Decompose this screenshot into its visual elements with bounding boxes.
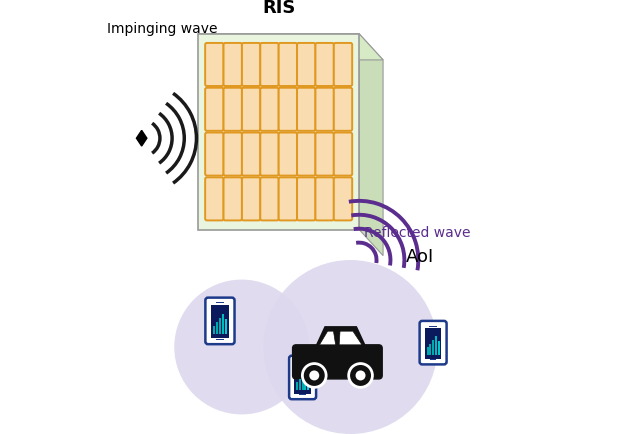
Circle shape (356, 371, 365, 381)
Bar (438, 342, 440, 355)
FancyBboxPatch shape (205, 178, 223, 221)
FancyBboxPatch shape (205, 133, 223, 176)
Bar (222, 314, 224, 334)
FancyBboxPatch shape (297, 44, 316, 87)
Bar (425, 329, 442, 359)
Polygon shape (339, 332, 362, 345)
FancyBboxPatch shape (297, 133, 316, 176)
Bar (211, 306, 229, 339)
Polygon shape (198, 35, 383, 61)
Bar (212, 326, 215, 334)
FancyBboxPatch shape (223, 44, 242, 87)
FancyBboxPatch shape (260, 133, 278, 176)
FancyBboxPatch shape (223, 89, 242, 132)
Bar (432, 340, 434, 355)
Bar (427, 348, 429, 355)
Text: AoI: AoI (406, 247, 434, 265)
FancyBboxPatch shape (223, 178, 242, 221)
Polygon shape (319, 332, 335, 345)
Bar (429, 344, 431, 355)
Circle shape (309, 371, 319, 381)
FancyBboxPatch shape (242, 178, 260, 221)
FancyBboxPatch shape (242, 133, 260, 176)
FancyBboxPatch shape (278, 44, 297, 87)
Bar (430, 360, 436, 361)
FancyBboxPatch shape (297, 89, 316, 132)
Bar (307, 376, 309, 390)
FancyBboxPatch shape (278, 133, 297, 176)
FancyBboxPatch shape (242, 44, 260, 87)
Polygon shape (359, 35, 383, 256)
Bar (429, 326, 437, 327)
Bar (296, 382, 298, 390)
FancyBboxPatch shape (316, 133, 334, 176)
FancyBboxPatch shape (260, 44, 278, 87)
FancyBboxPatch shape (334, 133, 352, 176)
Bar (305, 372, 307, 390)
FancyBboxPatch shape (260, 89, 278, 132)
Bar (225, 319, 227, 334)
Text: Reflected wave: Reflected wave (364, 226, 470, 240)
FancyBboxPatch shape (205, 298, 234, 345)
Bar (435, 337, 437, 355)
FancyBboxPatch shape (316, 44, 334, 87)
Bar (216, 339, 223, 340)
Bar (216, 303, 224, 304)
FancyBboxPatch shape (334, 178, 352, 221)
Bar (299, 379, 301, 390)
Circle shape (264, 260, 438, 434)
Polygon shape (315, 327, 366, 349)
FancyBboxPatch shape (334, 89, 352, 132)
Bar (198, 35, 359, 230)
Bar (219, 318, 221, 334)
Text: Impinging wave: Impinging wave (107, 22, 218, 36)
FancyBboxPatch shape (316, 89, 334, 132)
FancyBboxPatch shape (289, 356, 316, 399)
Circle shape (302, 364, 326, 388)
Bar (216, 322, 218, 334)
FancyBboxPatch shape (292, 345, 382, 379)
Bar (301, 375, 303, 390)
FancyBboxPatch shape (205, 44, 223, 87)
FancyBboxPatch shape (205, 89, 223, 132)
FancyBboxPatch shape (223, 133, 242, 176)
Text: RIS: RIS (262, 0, 296, 17)
Bar (294, 363, 311, 394)
FancyBboxPatch shape (334, 44, 352, 87)
FancyBboxPatch shape (297, 178, 316, 221)
Polygon shape (136, 131, 147, 147)
FancyBboxPatch shape (278, 178, 297, 221)
Circle shape (174, 280, 309, 414)
FancyBboxPatch shape (242, 89, 260, 132)
Circle shape (349, 364, 372, 388)
FancyBboxPatch shape (316, 178, 334, 221)
Bar (299, 361, 307, 362)
FancyBboxPatch shape (260, 178, 278, 221)
FancyBboxPatch shape (278, 89, 297, 132)
FancyBboxPatch shape (420, 321, 447, 365)
